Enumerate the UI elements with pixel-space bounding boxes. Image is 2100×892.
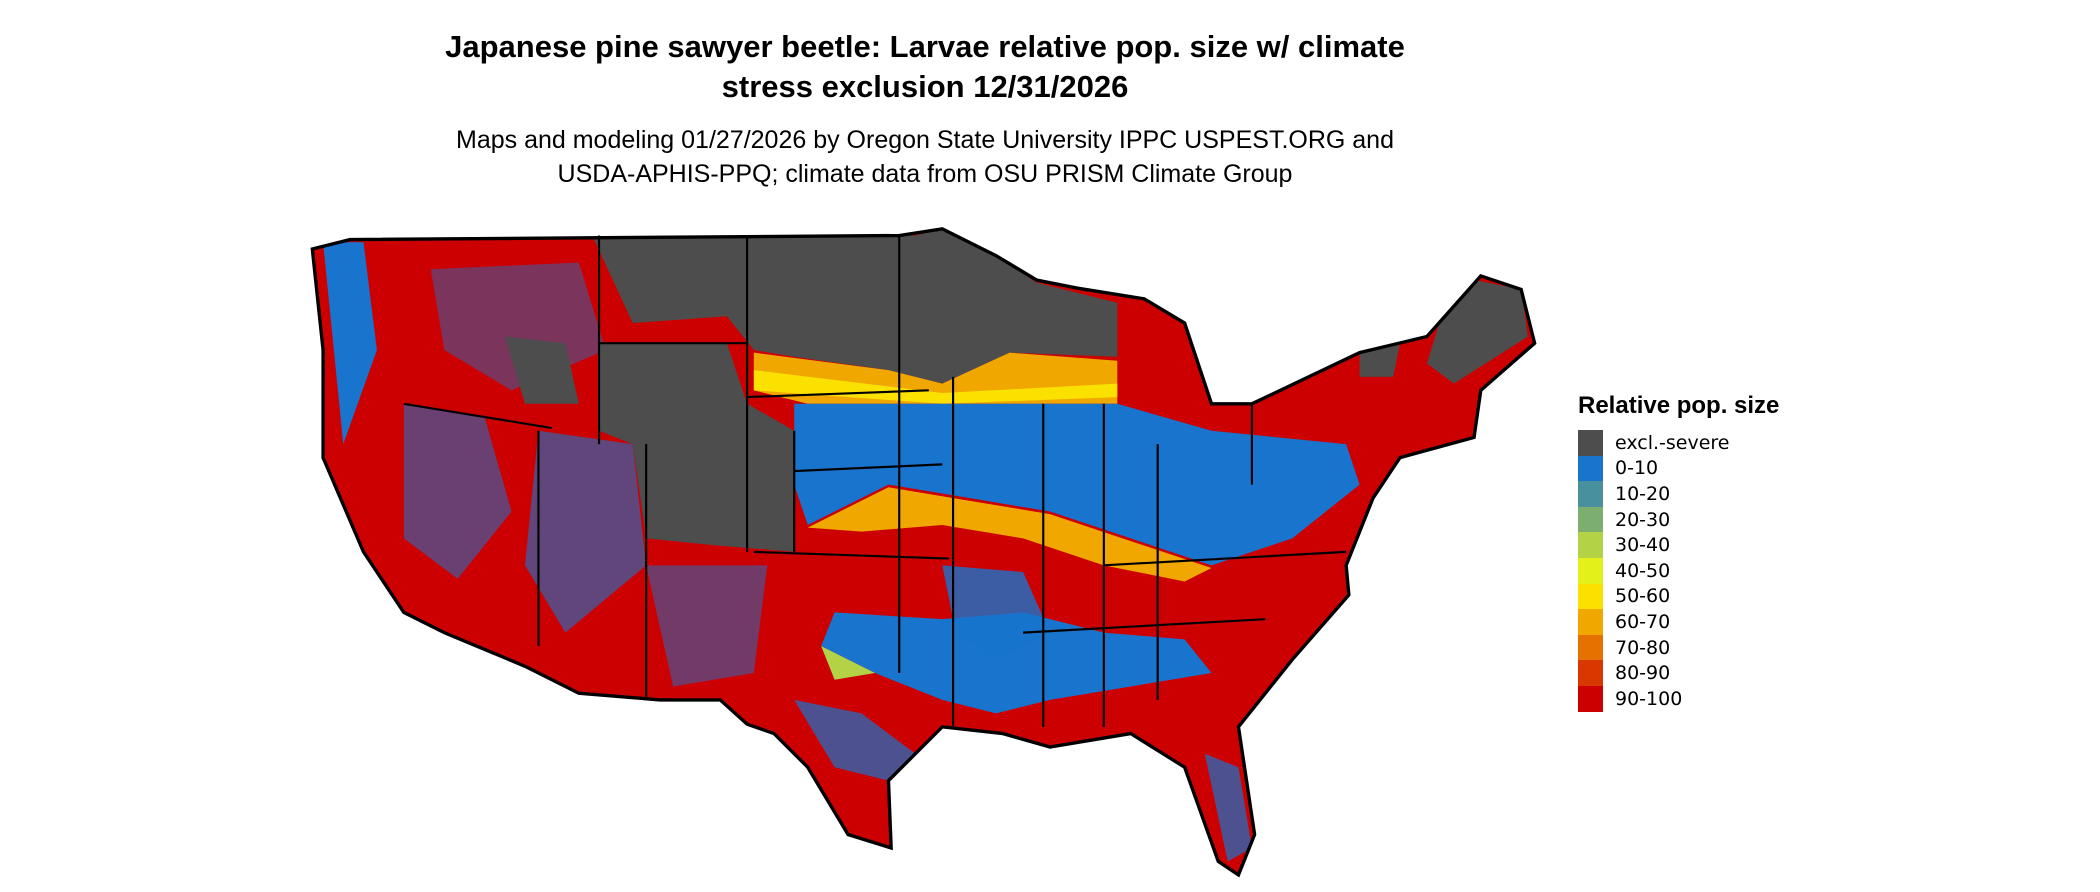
legend-label: 40-50 bbox=[1615, 559, 1671, 582]
legend-swatch bbox=[1578, 609, 1603, 635]
legend-item: 60-70 bbox=[1578, 609, 1779, 635]
legend-label: excl.-severe bbox=[1615, 431, 1730, 454]
class-excl-region bbox=[592, 228, 1118, 384]
legend-item: 50-60 bbox=[1578, 583, 1779, 610]
legend-swatch bbox=[1578, 455, 1603, 482]
legend-item: 80-90 bbox=[1578, 660, 1779, 686]
legend-label: 20-30 bbox=[1615, 508, 1671, 531]
legend-label: 50-60 bbox=[1615, 585, 1671, 608]
legend-label: 10-20 bbox=[1615, 482, 1671, 505]
class-0-10-region bbox=[794, 403, 1360, 566]
legend-swatch bbox=[1578, 660, 1603, 686]
legend-label: 0-10 bbox=[1615, 457, 1659, 480]
legend-swatch bbox=[1578, 583, 1603, 610]
legend-label: 90-100 bbox=[1615, 687, 1683, 710]
map-title-line2: stress exclusion 12/31/2026 bbox=[721, 69, 1129, 104]
legend-swatch bbox=[1578, 557, 1603, 584]
legend-swatch bbox=[1578, 506, 1603, 533]
legend-swatch bbox=[1578, 532, 1603, 558]
legend: Relative pop. size excl.-severe 0-10 10-20… bbox=[1578, 392, 1779, 712]
legend-item: 20-30 bbox=[1578, 506, 1779, 533]
legend-item: 10-20 bbox=[1578, 481, 1779, 507]
legend-label: 60-70 bbox=[1615, 610, 1671, 633]
legend-swatch bbox=[1578, 430, 1603, 456]
legend-swatch bbox=[1578, 685, 1603, 712]
map-title-line1: Japanese pine sawyer beetle: Larvae rela… bbox=[445, 29, 1405, 64]
legend-swatch bbox=[1578, 481, 1603, 507]
legend-swatch bbox=[1578, 634, 1603, 661]
legend-item: excl.-severe bbox=[1578, 430, 1779, 456]
legend-label: 80-90 bbox=[1615, 662, 1671, 685]
legend-item: 90-100 bbox=[1578, 685, 1779, 712]
map-subtitle-line2: USDA-APHIS-PPQ; climate data from OSU PR… bbox=[557, 160, 1293, 188]
state-borders bbox=[403, 235, 1347, 727]
legend-title: Relative pop. size bbox=[1578, 392, 1780, 419]
legend-label: 30-40 bbox=[1615, 534, 1671, 557]
legend-label: 70-80 bbox=[1615, 636, 1671, 659]
legend-item: 30-40 bbox=[1578, 532, 1779, 558]
map-subtitle-line1: Maps and modeling 01/27/2026 by Oregon S… bbox=[456, 126, 1394, 154]
legend-item: 40-50 bbox=[1578, 557, 1779, 584]
legend-item: 70-80 bbox=[1578, 634, 1779, 661]
legend-item: 0-10 bbox=[1578, 455, 1779, 482]
